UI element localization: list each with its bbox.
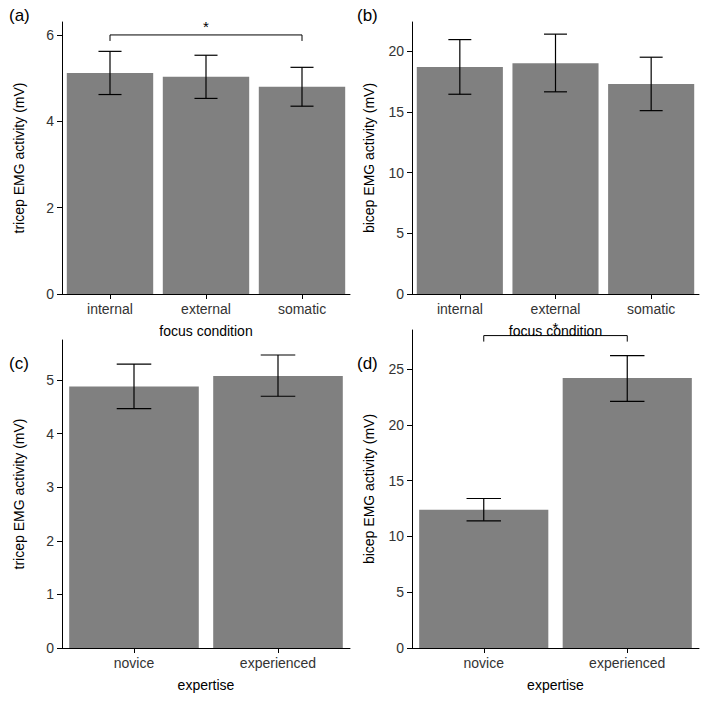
- svg-text:0: 0: [46, 640, 54, 656]
- svg-text:external: external: [181, 301, 231, 317]
- svg-text:expertise: expertise: [527, 677, 584, 693]
- svg-text:novice: novice: [464, 655, 505, 671]
- svg-text:expertise: expertise: [178, 677, 235, 693]
- svg-text:0: 0: [46, 286, 54, 302]
- svg-text:1: 1: [46, 586, 54, 602]
- svg-text:2: 2: [46, 533, 54, 549]
- svg-text:2: 2: [46, 200, 54, 216]
- svg-text:10: 10: [388, 165, 404, 181]
- svg-text:focus condition: focus condition: [508, 323, 603, 339]
- svg-text:(c): (c): [9, 354, 29, 373]
- svg-text:(b): (b): [357, 6, 378, 25]
- svg-text:5: 5: [46, 372, 54, 388]
- svg-text:6: 6: [46, 27, 54, 43]
- svg-text:internal: internal: [437, 301, 483, 317]
- svg-text:tricep EMG activity (mV): tricep EMG activity (mV): [11, 419, 27, 570]
- svg-text:20: 20: [388, 417, 404, 433]
- svg-text:somatic: somatic: [278, 301, 326, 317]
- svg-text:somatic: somatic: [627, 301, 675, 317]
- svg-text:3: 3: [46, 479, 54, 495]
- svg-text:0: 0: [396, 640, 404, 656]
- svg-text:*: *: [203, 18, 209, 35]
- svg-text:bicep EMG activity (mV): bicep EMG activity (mV): [361, 83, 377, 233]
- svg-text:4: 4: [46, 426, 54, 442]
- svg-text:experienced: experienced: [589, 655, 665, 671]
- svg-text:experienced: experienced: [240, 655, 316, 671]
- svg-text:25: 25: [388, 361, 404, 377]
- svg-text:tricep EMG activity (mV): tricep EMG activity (mV): [11, 83, 27, 234]
- svg-text:5: 5: [396, 584, 404, 600]
- svg-text:internal: internal: [87, 301, 133, 317]
- svg-text:bicep EMG activity (mV): bicep EMG activity (mV): [361, 414, 377, 564]
- svg-text:*: *: [553, 319, 559, 336]
- svg-text:novice: novice: [114, 655, 155, 671]
- svg-text:10: 10: [388, 528, 404, 544]
- svg-text:0: 0: [396, 286, 404, 302]
- svg-text:external: external: [531, 301, 581, 317]
- svg-text:20: 20: [388, 43, 404, 59]
- svg-text:15: 15: [388, 104, 404, 120]
- svg-text:5: 5: [396, 225, 404, 241]
- svg-text:(a): (a): [9, 6, 30, 25]
- svg-text:focus condition: focus condition: [159, 323, 252, 339]
- svg-text:15: 15: [388, 473, 404, 489]
- svg-text:4: 4: [46, 113, 54, 129]
- svg-text:(d): (d): [357, 354, 378, 373]
